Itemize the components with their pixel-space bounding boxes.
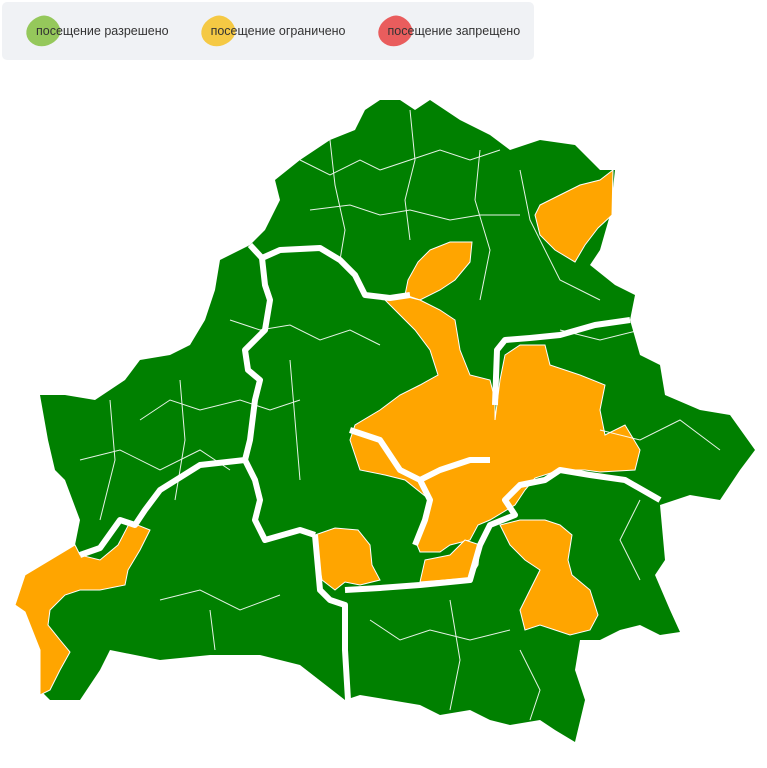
restricted-region-north[interactable] xyxy=(404,241,473,301)
legend-item-forbidden: посещение запрещено xyxy=(373,11,521,51)
restricted-region-gomel-west[interactable] xyxy=(499,519,599,636)
legend-label: посещение ограничено xyxy=(210,24,346,38)
district-borders xyxy=(79,109,721,721)
legend-label: посещение запрещено xyxy=(387,24,521,38)
legend-item-allowed: посещение разрешено xyxy=(21,11,169,51)
legend-item-restricted: посещение ограничено xyxy=(196,11,346,51)
legend-label: посещение разрешено xyxy=(36,24,169,38)
region-borders xyxy=(79,242,662,701)
restricted-region-northeast[interactable] xyxy=(534,168,614,263)
map-legend: посещение разрешено посещение ограничено… xyxy=(2,2,534,60)
